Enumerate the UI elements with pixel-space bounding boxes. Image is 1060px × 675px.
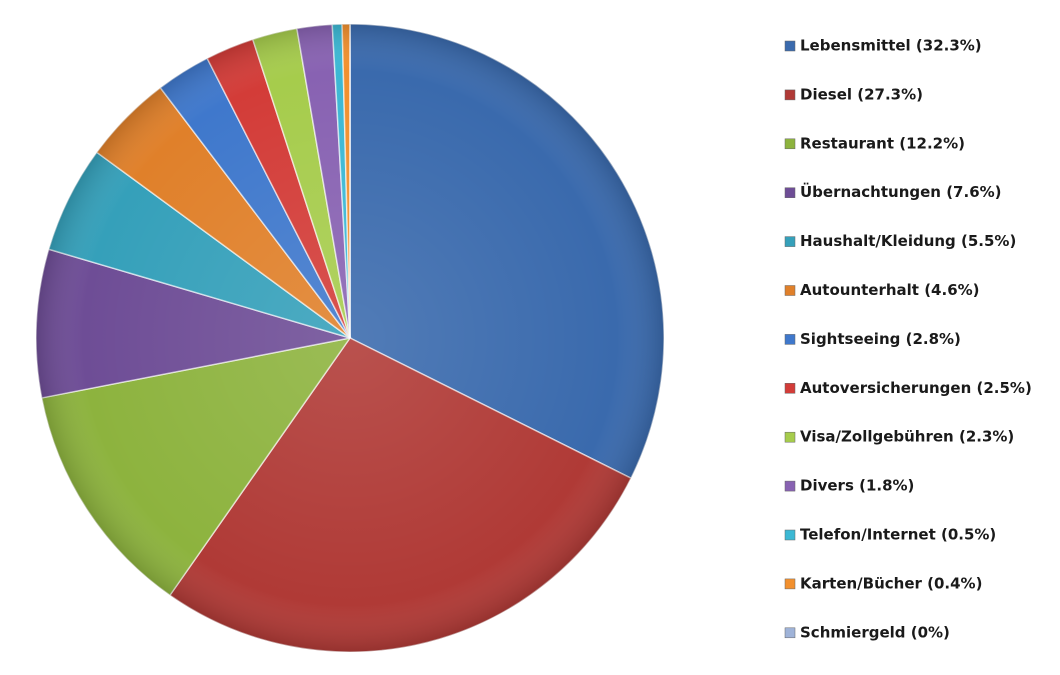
legend-label: Übernachtungen (7.6%) [800,182,1002,201]
legend-label: Karten/Bücher (0.4%) [800,574,982,592]
legend-label: Telefon/Internet (0.5%) [800,526,996,544]
legend-label: Restaurant (12.2%) [800,134,965,152]
legend-swatch [784,334,796,345]
legend-swatch [784,627,796,639]
legend-label: Autounterhalt (4.6%) [800,281,980,299]
legend-swatch [784,578,796,590]
legend-label: Autoversicherungen (2.5%) [800,379,1032,397]
legend-label: Visa/Zollgebühren (2.3%) [800,428,1014,446]
legend-label: Lebensmittel (32.3%) [800,37,982,55]
legend-swatch [784,187,796,198]
legend-swatch [784,138,796,150]
legend-swatch [784,236,796,247]
legend-label: Schmiergeld (0%) [800,623,950,641]
legend-swatch [784,89,796,101]
legend-swatch [784,431,796,443]
legend-swatch [784,40,796,52]
legend-swatch [784,529,796,541]
legend-swatch [784,480,796,492]
legend-label: Diesel (27.3%) [800,85,923,103]
legend-label: Haushalt/Kleidung (5.5%) [800,232,1016,250]
legend-label: Sightseeing (2.8%) [800,330,961,348]
legend-label: Divers (1.8%) [800,477,914,495]
legend-swatch [784,285,796,296]
legend-swatch [784,383,796,394]
